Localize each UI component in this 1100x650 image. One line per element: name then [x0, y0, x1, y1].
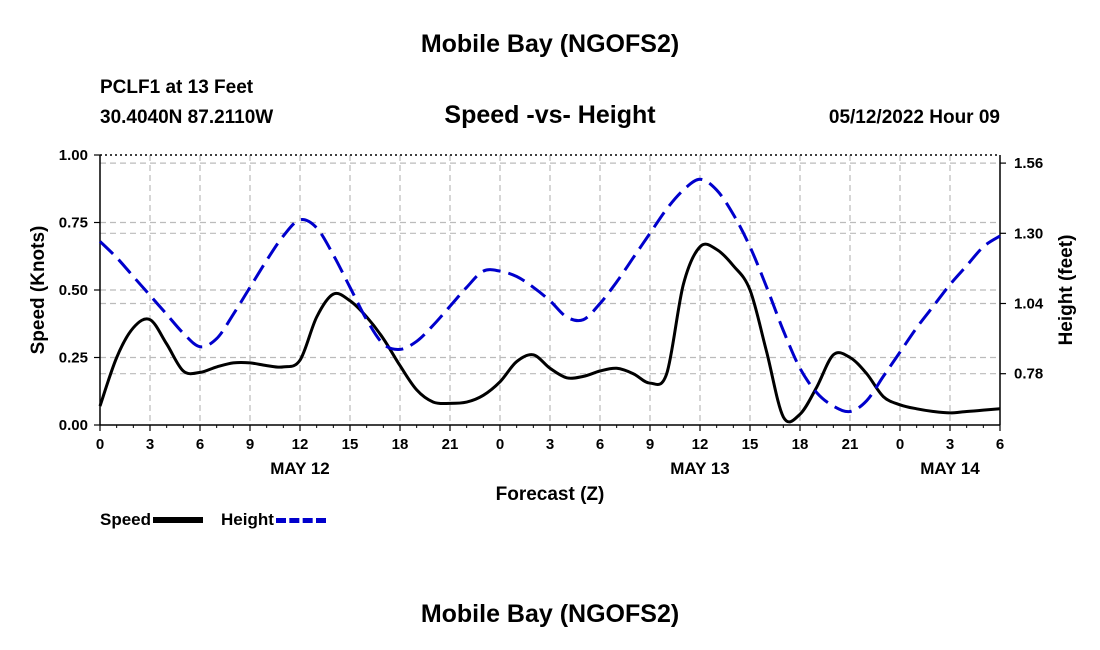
date-label: MAY 14 [920, 459, 980, 478]
x-tick-label: 15 [342, 436, 359, 453]
y-tick-label-right: 0.78 [1014, 366, 1043, 383]
y-tick-label-left: 0.50 [59, 282, 88, 299]
height-series-line [98, 177, 1001, 414]
x-tick-label: 3 [946, 436, 954, 453]
x-tick-label: 6 [996, 436, 1004, 453]
y-tick-label-left: 1.00 [59, 147, 88, 164]
page-title: Mobile Bay (NGOFS2) [420, 30, 680, 58]
chart-title: Speed -vs- Height [444, 101, 656, 129]
legend-speed-label: Speed [100, 510, 152, 529]
x-tick-label: 0 [496, 436, 504, 453]
footer-title: Mobile Bay (NGOFS2) [420, 600, 680, 628]
x-tick-label: 3 [146, 436, 154, 453]
legend: Speed Height [100, 510, 344, 530]
x-tick-label: 9 [246, 436, 254, 453]
legend-height-label: Height [221, 510, 274, 529]
y-tick-label-left: 0.00 [59, 417, 88, 434]
speed-series-line [98, 242, 1001, 424]
x-axis-title: Forecast (Z) [496, 484, 605, 505]
x-tick-label: 0 [96, 436, 104, 453]
x-tick-label: 15 [742, 436, 759, 453]
x-tick-label: 9 [646, 436, 654, 453]
x-tick-label: 18 [792, 436, 809, 453]
legend-speed-swatch [153, 517, 204, 523]
legend-height-swatch [275, 517, 326, 523]
y-tick-label-left: 0.75 [59, 215, 88, 232]
y-tick-label-right: 1.04 [1014, 296, 1044, 313]
x-tick-label: 12 [292, 436, 309, 453]
x-tick-label: 6 [196, 436, 204, 453]
date-label: MAY 12 [270, 459, 330, 478]
x-tick-label: 0 [896, 436, 904, 453]
y-tick-label-left: 0.25 [59, 350, 88, 367]
y-tick-label-right: 1.56 [1014, 155, 1043, 172]
x-tick-label: 21 [442, 436, 459, 453]
x-tick-label: 6 [596, 436, 604, 453]
x-tick-label: 21 [842, 436, 859, 453]
station-coords: 30.4040N 87.2110W [100, 107, 274, 128]
date-label: MAY 13 [670, 459, 730, 478]
forecast-datetime: 05/12/2022 Hour 09 [828, 107, 1000, 128]
x-tick-label: 12 [692, 436, 709, 453]
station-name: PCLF1 at 13 Feet [100, 77, 254, 98]
x-tick-label: 18 [392, 436, 409, 453]
y-axis-title-right: Height (feet) [1056, 235, 1077, 346]
y-tick-label-right: 1.30 [1014, 225, 1043, 242]
y-axis-title-left: Speed (Knots) [28, 226, 49, 355]
x-tick-label: 3 [546, 436, 554, 453]
speed-height-chart: 0 3 6 9 12 15 18 21 0 3 6 9 12 15 18 21 0 3 6 MAY 12 MAY 13 M… [28, 147, 1077, 505]
